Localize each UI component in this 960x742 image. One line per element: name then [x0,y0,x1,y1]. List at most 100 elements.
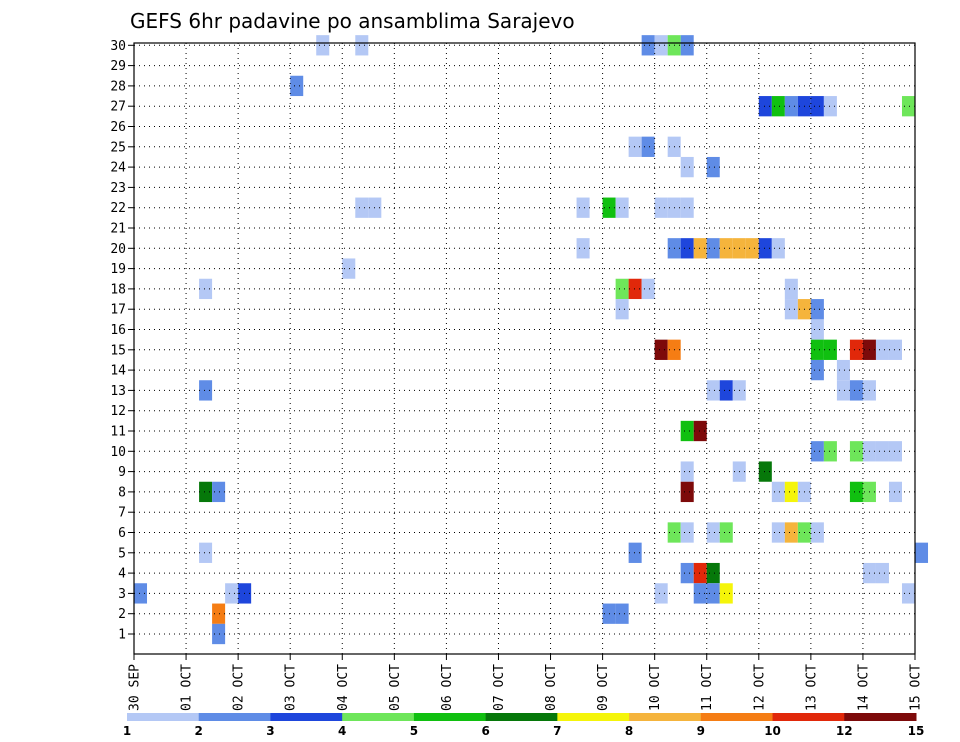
y-axis-ticks: 1234567891011121314151617181920212223242… [110,39,134,643]
heatmap-cell [810,441,824,462]
y-tick-label: 26 [110,120,126,135]
heatmap-cell [706,522,720,543]
heatmap-cell [823,96,837,117]
heatmap-cell [888,339,902,360]
heatmap-cell [628,136,642,157]
heatmap-cell [706,238,720,259]
legend-label: 9 [697,724,705,738]
heatmap-cell [641,35,655,56]
heatmap-cell [199,278,213,300]
heatmap-cell [810,299,824,320]
x-tick-label: 15 OCT [909,664,924,711]
heatmap-cell [784,522,798,543]
legend-swatch [342,713,415,721]
y-tick-label: 4 [118,567,126,582]
x-tick-label: 09 OCT [596,664,611,711]
heatmap-cell [615,603,629,624]
legend-swatch [629,713,702,721]
legend-swatch [270,713,343,721]
x-tick-label: 10 OCT [648,664,663,711]
y-tick-label: 1 [118,628,126,643]
x-tick-label: 30 SEP [128,664,143,711]
x-tick-label: 06 OCT [440,664,455,711]
heatmap-cell [628,278,642,300]
heatmap-cell [693,562,707,584]
heatmap-cell [641,278,655,300]
y-tick-label: 30 [110,39,126,54]
heatmap-cell [693,238,707,259]
y-tick-label: 9 [118,465,126,480]
heatmap-cell [576,197,590,218]
heatmap-cell [693,583,707,604]
heatmap-cell [615,278,629,300]
color-legend: 12345678910121520 [123,713,924,738]
heatmap-cell [823,441,837,462]
heatmap-cell [706,562,720,584]
heatmap-cell [680,156,694,178]
y-tick-label: 15 [110,343,126,358]
y-tick-label: 2 [118,607,126,622]
heatmap-cell [706,583,720,604]
heatmap-cell [901,583,915,604]
y-tick-label: 16 [110,323,126,338]
y-tick-label: 23 [110,181,126,196]
heatmap-cell [628,542,642,563]
heatmap-cell [875,339,889,360]
heatmap-cell [810,522,824,543]
heatmap-cell [342,258,356,279]
heatmap-cell [758,238,772,259]
heatmap-cell [641,136,655,157]
y-tick-label: 27 [110,100,126,115]
x-tick-label: 05 OCT [388,664,403,711]
heatmap-cell [901,96,915,117]
y-tick-label: 14 [110,364,126,379]
y-tick-label: 7 [118,506,126,521]
heatmap-cell [849,339,863,360]
x-tick-label: 14 OCT [856,664,871,711]
heatmap-cell [810,359,824,381]
y-tick-label: 6 [118,526,126,541]
y-tick-label: 13 [110,384,126,399]
heatmap-cell [810,319,824,340]
legend-label: 5 [410,724,418,738]
heatmap-cell [680,35,694,56]
y-tick-label: 25 [110,140,126,155]
y-tick-label: 3 [118,587,126,602]
x-tick-label: 02 OCT [232,664,247,711]
heatmap-cell [212,623,226,645]
heatmap-cell [654,339,668,360]
legend-swatch [844,713,917,721]
heatmap-cell [680,197,694,218]
legend-label: 10 [764,724,781,738]
heatmap-cell [836,359,850,381]
heatmap-cell [615,299,629,320]
heatmap-cell [290,75,304,97]
x-tick-label: 11 OCT [700,664,715,711]
heatmap-cell [719,583,733,604]
legend-swatch [485,713,558,721]
grid-lines [133,43,916,654]
heatmap-cell [784,278,798,300]
heatmap-cell [823,339,837,360]
heatmap-cell [654,583,668,604]
heatmap-cell [719,380,733,401]
legend-label: 1 [123,724,131,738]
legend-swatch [127,713,200,721]
y-tick-label: 8 [118,485,126,500]
legend-label: 7 [553,724,561,738]
heatmap-cell [849,441,863,462]
heatmap-cell [771,96,785,117]
x-tick-label: 13 OCT [804,664,819,711]
heatmap-cell [576,238,590,259]
y-tick-label: 29 [110,59,126,74]
legend-swatch [413,713,487,721]
heatmap-cell [199,380,213,401]
heatmap-cell [810,96,824,117]
heatmap-cell [680,562,694,584]
y-tick-label: 24 [110,161,126,176]
y-tick-label: 28 [110,79,126,94]
legend-swatch [772,713,845,721]
plot-frame [133,42,916,655]
chart-title: GEFS 6hr padavine po ansamblima Sarajevo [130,9,575,33]
